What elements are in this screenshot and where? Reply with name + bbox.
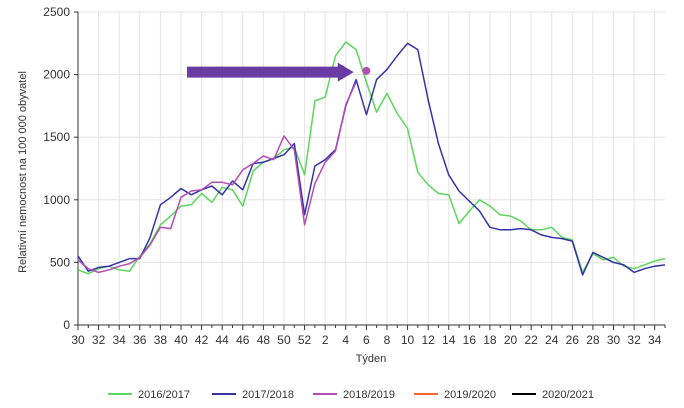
legend-label: 2016/2017: [138, 389, 190, 401]
x-tick-label: 16: [463, 333, 477, 347]
x-tick-label: 32: [92, 333, 106, 347]
x-tick-label: 44: [215, 333, 229, 347]
x-tick-label: 14: [442, 333, 456, 347]
x-tick-label: 2: [322, 333, 329, 347]
x-tick-label: 46: [236, 333, 250, 347]
x-tick-label: 12: [421, 333, 435, 347]
x-tick-label: 40: [174, 333, 188, 347]
x-tick-label: 18: [483, 333, 497, 347]
x-tick-label: 24: [545, 333, 559, 347]
legend-label: 2017/2018: [242, 389, 294, 401]
x-tick-label: 10: [401, 333, 415, 347]
x-tick-label: 50: [277, 333, 291, 347]
x-tick-label: 34: [648, 333, 662, 347]
x-tick-label: 4: [342, 333, 349, 347]
y-tick-label: 2500: [43, 5, 70, 19]
y-tick-label: 0: [63, 318, 70, 332]
legend-label: 2019/2020: [444, 389, 496, 401]
x-tick-label: 26: [566, 333, 580, 347]
x-tick-label: 38: [154, 333, 168, 347]
series-line-2018-2019: [77, 81, 357, 274]
legend: 2016/2017 2017/2018 2018/2019 2019/2020 2020…: [108, 389, 594, 401]
y-axis-title: Relativní nemocnost na 100 000 obyvatel: [17, 71, 29, 273]
x-axis: 30 32 34 36 38 40 42 44 46 48 50 52 2 4 6 8 10 12 14 16 18 20…: [71, 324, 666, 347]
y-tick-label: 1000: [43, 193, 70, 207]
series-line-2017-2018: [77, 42, 666, 276]
series-line-2016-2017: [77, 41, 666, 275]
x-tick-label: 42: [195, 333, 209, 347]
legend-label: 2020/2021: [542, 389, 594, 401]
x-tick-label: 30: [71, 333, 85, 347]
grid: [77, 11, 665, 326]
x-tick-label: 32: [627, 333, 641, 347]
x-tick-label: 6: [363, 333, 370, 347]
series-group: [77, 41, 666, 276]
y-tick-label: 1500: [43, 130, 70, 144]
x-tick-label: 34: [113, 333, 127, 347]
x-tick-label: 52: [298, 333, 312, 347]
annotation-arrow: [186, 62, 354, 82]
y-tick-label: 500: [50, 255, 70, 269]
legend-label: 2018/2019: [343, 389, 395, 401]
annotations: [186, 62, 371, 82]
y-tick-label: 2000: [43, 68, 70, 82]
x-tick-label: 8: [384, 333, 391, 347]
x-axis-title: Týden: [356, 353, 387, 365]
annotation-marker: [362, 66, 371, 75]
x-tick-label: 36: [133, 333, 147, 347]
x-tick-label: 30: [607, 333, 621, 347]
y-axis: 0 500 1000 1500 2000 2500: [43, 5, 79, 332]
x-tick-label: 20: [504, 333, 518, 347]
x-tick-label: 48: [257, 333, 271, 347]
x-tick-label: 28: [586, 333, 600, 347]
x-tick-label: 22: [524, 333, 538, 347]
